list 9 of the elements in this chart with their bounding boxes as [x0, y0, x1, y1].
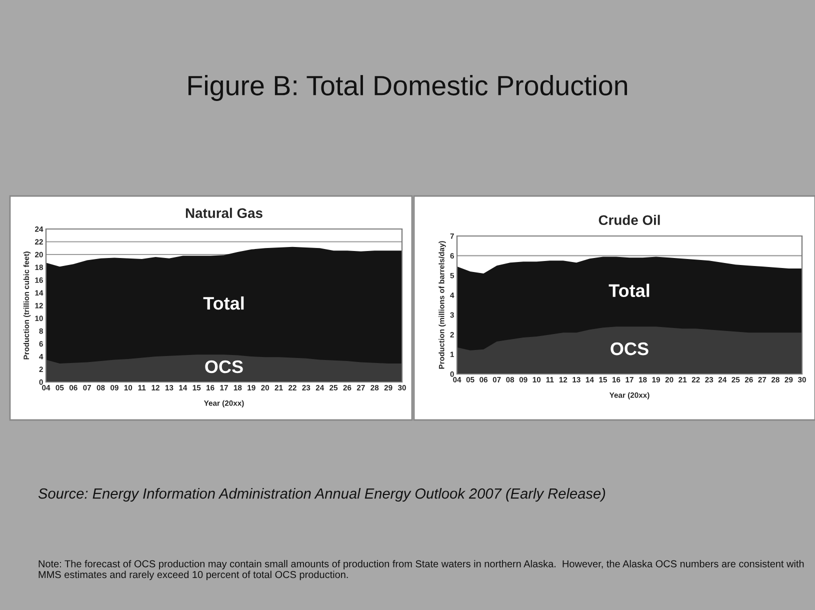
text: Figure B: Total Domestic Production — [188, 75, 628, 101]
series-label: Total — [203, 296, 244, 310]
series-label: OCS — [610, 342, 648, 356]
source-note: Source: Energy Information Administration Annual Energy Outlook 2007 (Early Release) — [38, 488, 606, 502]
text: Note: The forecast of OCS production may contain small amounts of production from State waters in northern Alaska. However, the Alaska OCS numbers are consistent with MMS estimates and rarely exceed 10 percent of total OCS production. — [38, 560, 804, 580]
chart-title: Crude Oil — [598, 214, 660, 226]
series-label: Total — [608, 284, 650, 298]
series-label: OCS — [205, 360, 243, 374]
chart-title: Natural Gas — [186, 208, 262, 218]
